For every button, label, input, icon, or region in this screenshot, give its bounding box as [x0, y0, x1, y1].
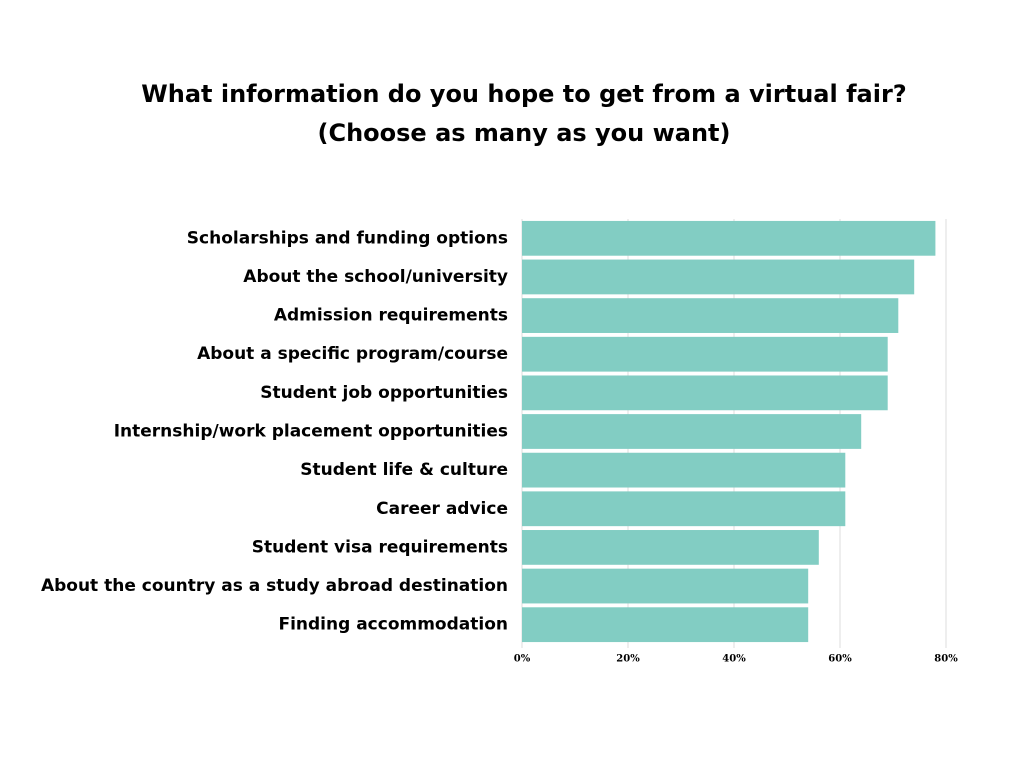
y-tick-label: Career advice	[376, 499, 508, 519]
x-tick-label: 20%	[616, 654, 640, 665]
x-tick-label: 40%	[722, 654, 746, 665]
x-tick-label: 60%	[828, 654, 852, 665]
y-tick-label: Student job opportunities	[260, 383, 508, 403]
chart-subtitle: (Choose as many as you want)	[318, 119, 731, 147]
chart-title: What information do you hope to get from…	[141, 80, 906, 108]
bar	[522, 336, 888, 372]
bar	[522, 375, 888, 411]
y-tick-label: Admission requirements	[274, 306, 508, 326]
bar	[522, 568, 809, 604]
bar	[522, 491, 846, 527]
bar	[522, 452, 846, 488]
x-tick-label: 80%	[934, 654, 958, 665]
y-tick-label: Student visa requirements	[252, 537, 508, 557]
bar	[522, 414, 862, 449]
bar	[522, 259, 915, 295]
y-tick-label: Student life & culture	[300, 460, 508, 480]
y-tick-label: About the school/university	[243, 267, 508, 287]
y-tick-label: Finding accommodation	[278, 615, 508, 635]
bar	[522, 220, 936, 256]
y-tick-label: About a specific program/course	[197, 344, 508, 364]
y-tick-label: Internship/work placement opportunities	[114, 422, 508, 442]
y-tick-label: Scholarships and funding options	[187, 228, 508, 248]
bar	[522, 607, 809, 643]
bar	[522, 530, 819, 565]
x-tick-label: 0%	[514, 654, 531, 665]
bar	[522, 298, 899, 333]
y-tick-label: About the country as a study abroad dest…	[41, 576, 508, 596]
